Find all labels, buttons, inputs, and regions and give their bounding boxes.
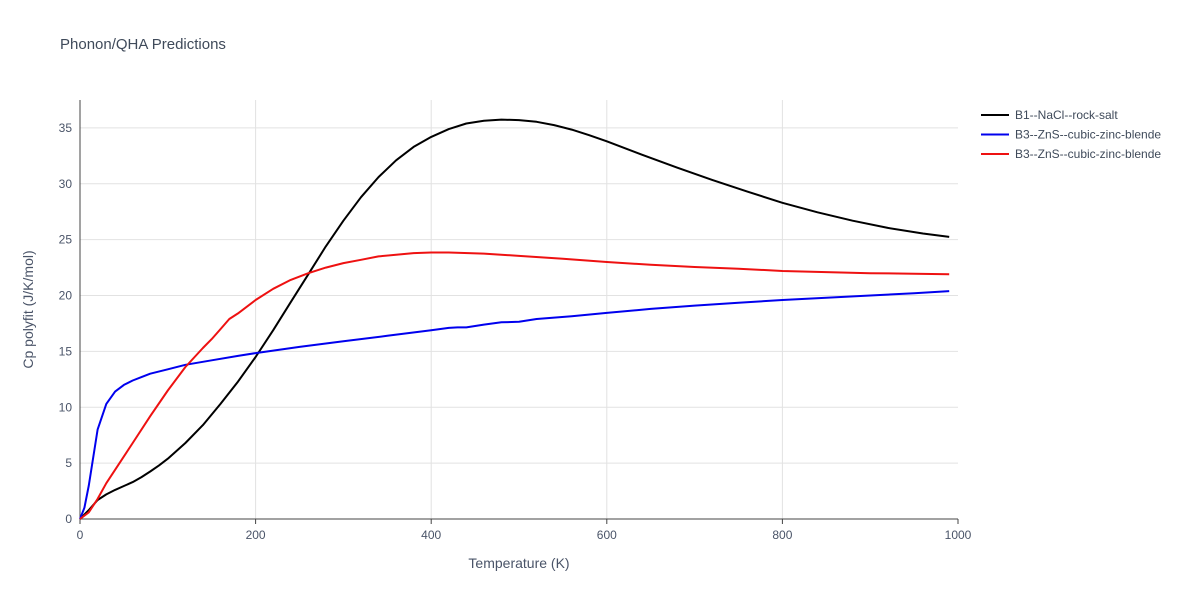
- y-tick-label: 30: [59, 177, 73, 191]
- y-tick-label: 5: [65, 456, 72, 470]
- x-tick-label: 600: [597, 528, 617, 542]
- y-tick-label: 0: [65, 512, 72, 526]
- y-tick-label: 15: [59, 344, 73, 358]
- series-line-2: [79, 251, 950, 520]
- series-line-0: [79, 118, 950, 520]
- y-tick-label: 25: [59, 233, 73, 247]
- axes: 0 5 10 15 20 25 30 35 0 200 400 600 800 1000: [59, 100, 972, 542]
- series-layer: [79, 118, 950, 520]
- x-tick-label: 400: [421, 528, 441, 542]
- series-line-1: [79, 290, 950, 520]
- x-axis-title: Temperature (K): [468, 555, 569, 571]
- x-tick-label: 1000: [945, 528, 972, 542]
- y-axis-title: Cp polyfit (J/K/mol): [20, 250, 36, 368]
- legend[interactable]: B1--NaCl--rock-salt B3--ZnS--cubic-zinc-b…: [981, 108, 1161, 161]
- x-tick-label: 200: [246, 528, 266, 542]
- legend-label-1[interactable]: B3--ZnS--cubic-zinc-blende: [1015, 128, 1161, 142]
- y-tick-label: 10: [59, 400, 73, 414]
- gridlines: [80, 100, 958, 519]
- legend-label-0[interactable]: B1--NaCl--rock-salt: [1015, 108, 1118, 122]
- chart-title: Phonon/QHA Predictions: [60, 36, 226, 53]
- y-tick-label: 35: [59, 121, 73, 135]
- legend-label-2[interactable]: B3--ZnS--cubic-zinc-blende: [1015, 147, 1161, 161]
- x-tick-label: 0: [77, 528, 84, 542]
- y-tick-label: 20: [59, 289, 73, 303]
- x-tick-label: 800: [772, 528, 792, 542]
